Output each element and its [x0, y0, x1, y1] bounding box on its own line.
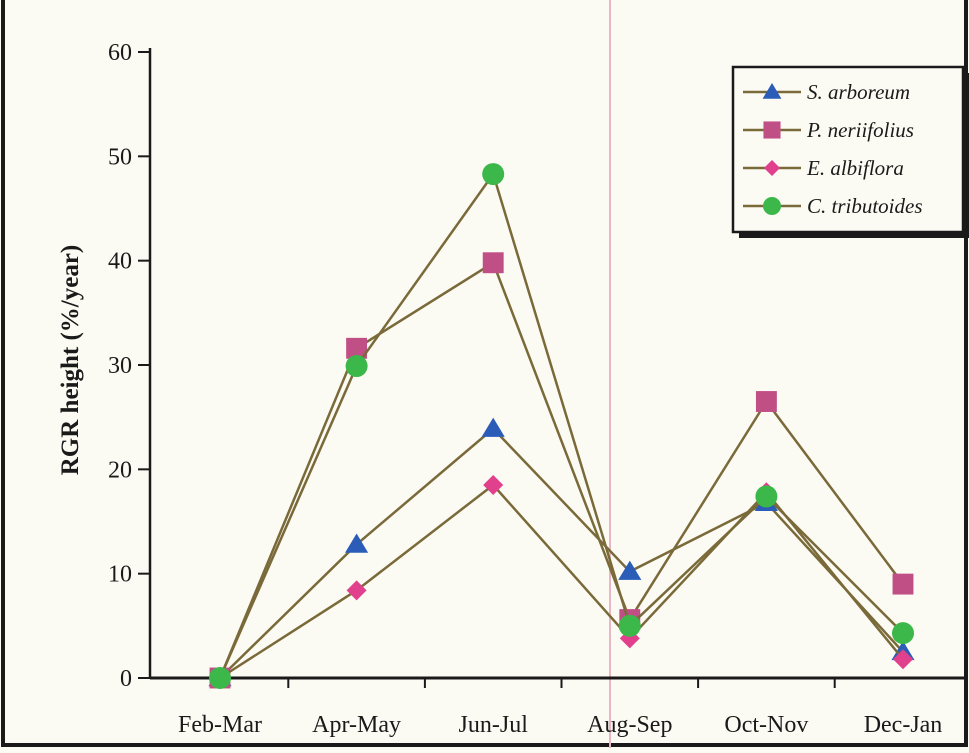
data-point-e-albiflora-dec-jan	[893, 649, 913, 670]
x-tick-label-oct-nov: Oct-Nov	[724, 712, 808, 738]
data-point-s-arboreum-aug-sep	[618, 560, 642, 580]
y-tick-label-0: 0	[120, 666, 132, 692]
data-point-p-neriifolius-oct-nov	[755, 391, 777, 412]
legend-marker-p-neriifolius	[763, 121, 781, 139]
legend: S. arboreum P. neriifolius E. albiflora C. …	[731, 65, 969, 238]
data-point-c-tributoides-aug-sep	[618, 614, 641, 637]
y-tick-label-60: 60	[108, 40, 132, 66]
x-tick-label-aug-sep: Aug-Sep	[587, 712, 672, 738]
x-tick-label-feb-mar: Feb-Mar	[178, 712, 262, 738]
y-tick-label-30: 30	[108, 353, 132, 379]
series-line-s-arboreum	[219, 426, 904, 679]
data-point-p-neriifolius-jun-jul	[482, 252, 504, 274]
data-point-p-neriifolius-dec-jan	[892, 573, 914, 595]
data-point-c-tributoides-oct-nov	[755, 485, 778, 508]
data-point-c-tributoides-dec-jan	[892, 622, 914, 645]
legend-marker-c-tributoides	[763, 197, 781, 215]
data-point-c-tributoides-jun-jul	[482, 163, 505, 186]
series-line-c-tributoides	[218, 171, 904, 679]
series-e-albiflora	[210, 474, 913, 688]
legend-label-s-arboreum: S. arboreum	[807, 80, 910, 104]
y-axis-label: RGR height (%/year)	[57, 245, 84, 476]
series-line-p-neriifolius	[218, 260, 905, 679]
x-tick-label-jun-jul: Jun-Jul	[459, 712, 529, 738]
legend-label-p-neriifolius: P. neriifolius	[806, 118, 914, 142]
data-point-s-arboreum-apr-may	[345, 533, 369, 553]
data-point-c-tributoides-apr-may	[345, 355, 368, 378]
x-tick-label-dec-jan: Dec-Jan	[864, 712, 943, 738]
legend-label-e-albiflora: E. albiflora	[806, 156, 904, 180]
y-tick-label-50: 50	[108, 144, 132, 170]
legend-marker-s-arboreum	[762, 83, 782, 99]
data-point-p-neriifolius-apr-may	[346, 337, 368, 359]
legend-marker-e-albiflora	[764, 160, 780, 176]
data-point-c-tributoides-feb-mar	[209, 667, 231, 689]
y-tick-label-40: 40	[108, 249, 132, 275]
data-point-e-albiflora-jun-jul	[483, 474, 504, 495]
axes: 0 10 20 30 40 50 60 Feb-Mar Apr-May Jun-Jul Aug-Se…	[108, 40, 965, 738]
series-layer	[208, 163, 915, 689]
x-tick-label-apr-may: Apr-May	[312, 712, 401, 738]
data-point-s-arboreum-jun-jul	[481, 417, 505, 437]
series-line-e-albiflora	[219, 483, 904, 680]
series-p-neriifolius	[209, 252, 914, 689]
legend-label-c-tributoides: C. tributoides	[807, 194, 923, 218]
data-point-e-albiflora-apr-may	[346, 580, 367, 601]
series-c-tributoides	[209, 163, 914, 689]
y-tick-label-20: 20	[108, 457, 132, 483]
y-tick-label-10: 10	[108, 562, 132, 588]
